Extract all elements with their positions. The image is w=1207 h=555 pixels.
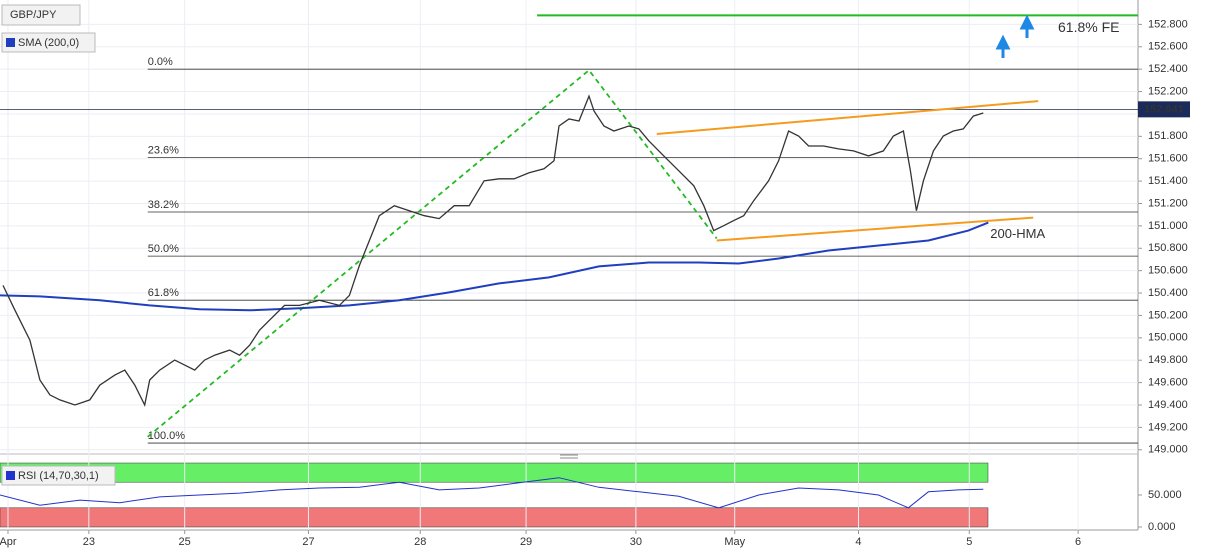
y-tick-label: 151.800 xyxy=(1148,130,1188,142)
price-tag xyxy=(1138,101,1190,118)
y-tick-label: 151.000 xyxy=(1148,220,1188,232)
y-tick-label: 150.400 xyxy=(1148,287,1188,299)
overbought-zone xyxy=(0,462,989,483)
y-tick-label: 151.200 xyxy=(1148,197,1188,209)
y-tick-label: 149.600 xyxy=(1148,377,1188,389)
legend-box xyxy=(1,32,96,53)
x-tick-label: 5 xyxy=(966,536,972,548)
rsi-label-box xyxy=(1,465,116,486)
rsi-tick-label: 50.000 xyxy=(1148,489,1182,501)
sma-line xyxy=(0,221,989,312)
price-line xyxy=(2,94,984,407)
y-tick-label: 152.800 xyxy=(1148,18,1188,30)
x-tick-label: 27 xyxy=(302,536,314,548)
x-tick-label: 29 xyxy=(520,536,532,548)
channel-line xyxy=(716,216,1034,242)
rsi-line xyxy=(0,477,984,509)
y-tick-label: 150.600 xyxy=(1148,265,1188,277)
symbol-label: GBP/JPY xyxy=(10,9,57,21)
x-tick-label: 25 xyxy=(179,536,191,548)
up-arrow xyxy=(995,34,1011,58)
x-tick-label: 30 xyxy=(630,536,642,548)
fib-label: 100.0% xyxy=(148,430,186,442)
grid xyxy=(0,0,1138,530)
x-tick-label: 4 xyxy=(855,536,861,548)
fib-label: 38.2% xyxy=(148,199,179,211)
swing-line xyxy=(147,68,718,438)
y-tick-label: 150.800 xyxy=(1148,242,1188,254)
fib-label: 23.6% xyxy=(148,144,179,156)
y-tick-label: 150.200 xyxy=(1148,309,1188,321)
x-tick-label: 6 xyxy=(1075,536,1081,548)
y-tick-label: 152.400 xyxy=(1148,63,1188,75)
y-tick-label: 149.200 xyxy=(1148,421,1188,433)
y-tick-label: 151.400 xyxy=(1148,175,1188,187)
fib-label: 50.0% xyxy=(148,243,179,255)
y-tick-label: 149.400 xyxy=(1148,399,1188,411)
oversold-zone xyxy=(0,507,989,528)
symbol-box xyxy=(1,4,81,26)
x-tick-label: 23 xyxy=(83,536,95,548)
fib-label: 61.8% xyxy=(148,287,179,299)
fib-label: 0.0% xyxy=(148,56,173,68)
x-tick-label: Apr xyxy=(0,536,17,548)
target-label: 61.8% FE xyxy=(1058,19,1119,35)
y-tick-label: 152.600 xyxy=(1148,41,1188,53)
legend-label: SMA (200,0) xyxy=(18,37,79,49)
rsi-tick-label: 0.000 xyxy=(1148,521,1176,533)
legend-swatch xyxy=(6,471,15,480)
up-arrow xyxy=(1019,14,1035,38)
y-tick-label: 149.800 xyxy=(1148,354,1188,366)
y-tick-label: 152.200 xyxy=(1148,85,1188,97)
x-tick-label: May xyxy=(724,536,745,548)
y-tick-label: 151.600 xyxy=(1148,153,1188,165)
y-tick-label: 150.000 xyxy=(1148,332,1188,344)
legend-swatch xyxy=(6,38,15,47)
rsi-label: RSI (14,70,30,1) xyxy=(18,470,99,482)
price-tag-label: 152.041 xyxy=(1144,103,1184,115)
sma-annotation: 200-HMA xyxy=(990,226,1045,241)
x-tick-label: 28 xyxy=(414,536,426,548)
y-tick-label: 149.000 xyxy=(1148,444,1188,456)
plot-area: 0.0% 23.6% 38.2% 50.0% 61.8% 100.0% 61.8% FE 20… xyxy=(0,14,1138,509)
channel-line xyxy=(656,100,1039,135)
